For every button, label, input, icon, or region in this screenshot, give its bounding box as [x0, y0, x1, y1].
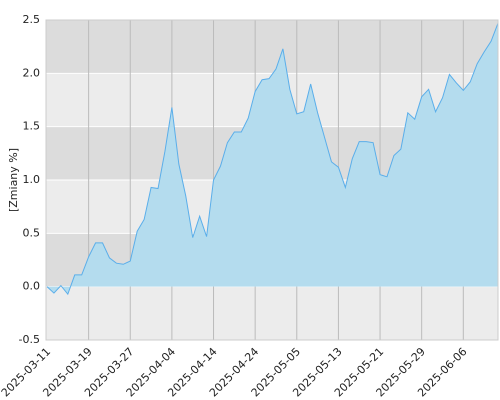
y-tick-label: 2.0	[23, 66, 41, 79]
plot-frame	[45, 19, 499, 341]
y-axis-label: [Zmiany %]	[7, 148, 20, 212]
y-tick-label: 0.0	[23, 280, 41, 293]
y-tick-label: 1.5	[23, 120, 41, 133]
y-tick-label: 0.5	[23, 226, 41, 239]
y-tick-label: 1.0	[23, 173, 41, 186]
background-band	[46, 286, 498, 340]
line	[46, 23, 499, 296]
y-tick-label: 2.5	[23, 13, 41, 26]
background-band	[46, 20, 498, 74]
y-tick-label: -0.5	[19, 333, 40, 346]
area	[47, 23, 498, 295]
